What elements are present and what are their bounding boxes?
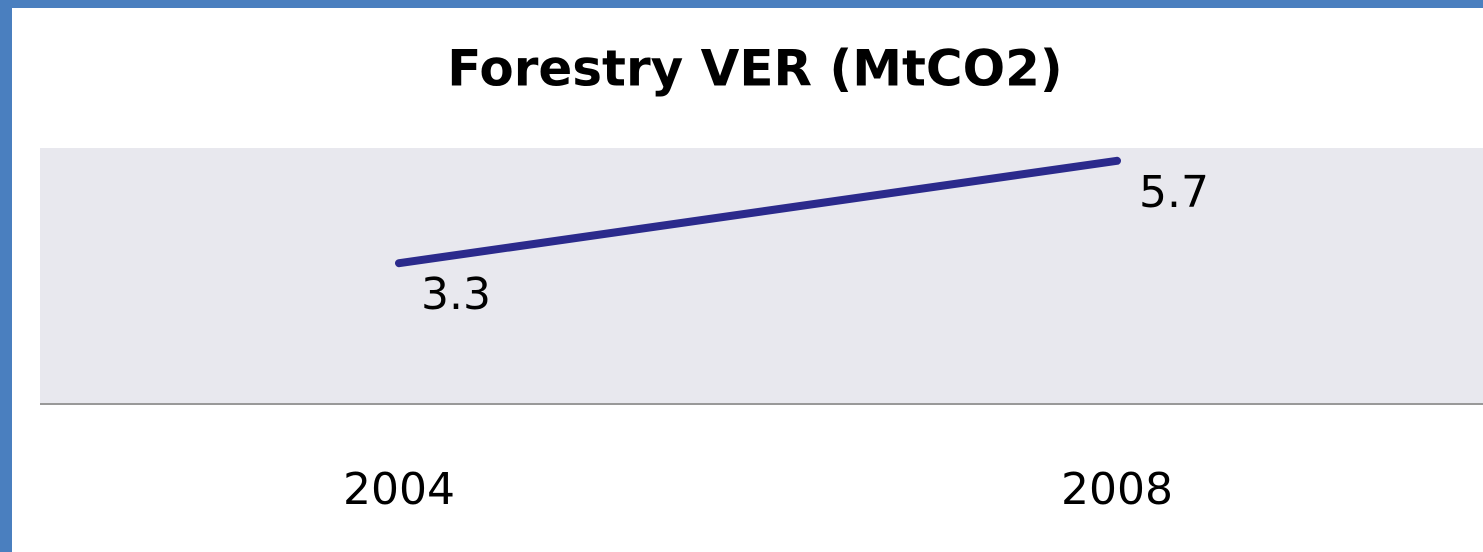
data-label: 5.7 <box>1139 167 1209 218</box>
x-tick-label: 2004 <box>343 464 455 515</box>
data-label: 3.3 <box>421 269 491 320</box>
line <box>395 156 1121 268</box>
x-tick-label: 2008 <box>1061 464 1173 515</box>
plot-area <box>40 148 1483 404</box>
chart-title: Forestry VER (MtCO2) <box>447 40 1062 98</box>
